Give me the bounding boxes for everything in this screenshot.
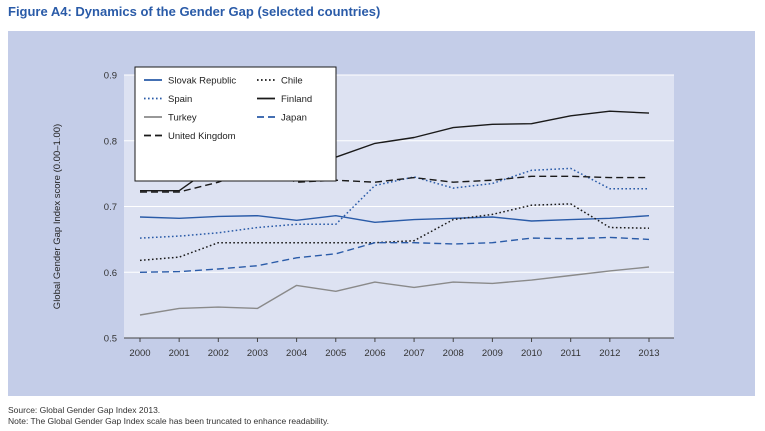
x-tick-label: 2005 [325, 348, 346, 359]
x-tick-label: 2003 [247, 348, 268, 359]
series-line-united-kingdom [140, 166, 649, 193]
x-tick-label: 2002 [208, 348, 229, 359]
y-tick-label: 0.8 [104, 136, 117, 147]
x-tick-label: 2011 [560, 348, 580, 359]
y-tick-label: 0.5 [104, 334, 117, 345]
x-tick-label: 2004 [286, 348, 307, 359]
line-chart: 0.5 0.6 0.7 0.8 0.9 2000 2001 2002 2003 2004 2005 2… [52, 66, 674, 359]
legend-label-slovak-republic: Slovak Republic [168, 76, 236, 87]
y-axis-label: Global Gender Gap Index score (0.00–1.00… [52, 124, 63, 309]
x-tick-label: 2009 [482, 348, 503, 359]
x-tick-label: 2007 [404, 348, 425, 359]
figure-notes: Source: Global Gender Gap Index 2013. No… [8, 405, 329, 427]
figure-title: Figure A4: Dynamics of the Gender Gap (s… [8, 4, 381, 19]
x-tick-label: 2001 [169, 348, 190, 359]
x-tick-label: 2006 [364, 348, 385, 359]
series-line-spain [139, 167, 649, 239]
x-tick-label: 2008 [443, 348, 464, 359]
series-line-japan [139, 236, 650, 273]
x-tick-label: 2010 [521, 348, 542, 359]
legend: Slovak Republic Spain Turkey United Kingdom… [134, 66, 337, 182]
chart-panel: 0.5 0.6 0.7 0.8 0.9 2000 2001 2002 2003 2004 2005 2… [8, 31, 755, 396]
legend-label-japan: Japan [281, 113, 307, 124]
axes: 0.5 0.6 0.7 0.8 0.9 2000 2001 2002 2003 2004 2005 2… [104, 71, 674, 359]
y-tick-label: 0.7 [104, 202, 117, 213]
legend-label-finland: Finland [281, 94, 312, 105]
series-line-chile [139, 203, 650, 262]
x-tick-label: 2013 [638, 348, 659, 359]
series-line-slovak-republic [139, 214, 650, 224]
legend-box [134, 66, 337, 182]
y-tick-label: 0.9 [104, 71, 117, 82]
x-tick-label: 2000 [129, 348, 150, 359]
legend-label-chile: Chile [281, 76, 303, 87]
legend-label-united-kingdom: United Kingdom [168, 131, 236, 142]
legend-label-spain: Spain [168, 94, 192, 105]
source-note: Source: Global Gender Gap Index 2013. [8, 405, 161, 415]
legend-label-turkey: Turkey [168, 113, 197, 124]
truncation-note: Note: The Global Gender Gap Index scale … [8, 416, 330, 426]
y-tick-label: 0.6 [104, 268, 117, 279]
series-line-turkey [139, 266, 650, 316]
x-tick-label: 2012 [599, 348, 620, 359]
